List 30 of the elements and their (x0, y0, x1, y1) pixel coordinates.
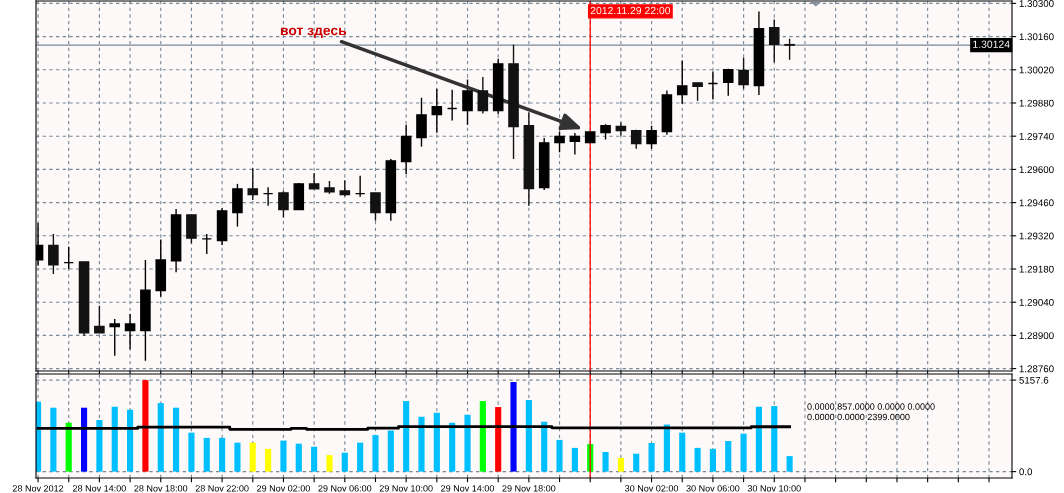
y-tick-label: 1.28760 (1019, 365, 1054, 373)
y-tick-label: 1.30020 (1019, 66, 1054, 74)
x-tick-label: 29 Nov 06:00 (318, 485, 372, 492)
y-tick-label: 1.30160 (1019, 33, 1054, 41)
y-tick-label: 1.29740 (1019, 132, 1054, 140)
y-tick-label: 1.29880 (1019, 99, 1054, 107)
ref-line-label: 2012.11.29 22:00 (590, 6, 671, 15)
annotation: вот здесь (280, 27, 347, 38)
y-tick-label: 1.30300 (1019, 0, 1054, 7)
y-tick-label: 1.29180 (1019, 265, 1054, 273)
x-tick-label: 30 Nov 10:00 (747, 485, 801, 492)
y-tick-label: 1.29040 (1019, 298, 1054, 306)
y-tick-label: 1.29320 (1019, 232, 1054, 240)
x-tick-label: 28 Nov 2012 (12, 485, 64, 492)
x-tick-label: 28 Nov 18:00 (134, 485, 188, 492)
y-tick-label: 5157.6 (1019, 376, 1049, 384)
x-tick-label: 29 Nov 10:00 (379, 485, 433, 492)
x-tick-label: 29 Nov 02:00 (257, 485, 310, 492)
y-tick-label: 1.28900 (1019, 332, 1054, 340)
x-tick-label: 28 Nov 14:00 (73, 485, 126, 492)
ref-line-label: 1.30124 (973, 40, 1010, 48)
x-tick-label: 29 Nov 14:00 (441, 485, 495, 492)
text: 0.0000 857.0000 0.0000 0.0000 0.0000 0.0000 2399.0000 (807, 403, 935, 421)
x-tick-label: 30 Nov 02:00 (625, 485, 679, 492)
x-tick-label: 30 Nov 06:00 (686, 485, 740, 492)
y-tick-label: 1.29600 (1019, 166, 1054, 174)
y-tick-label: 1.29460 (1019, 199, 1054, 207)
x-tick-label: 29 Nov 18:00 (502, 485, 556, 492)
x-tick-label: 28 Nov 22:00 (195, 485, 249, 492)
y-tick-label: 0.0 (1019, 468, 1033, 476)
